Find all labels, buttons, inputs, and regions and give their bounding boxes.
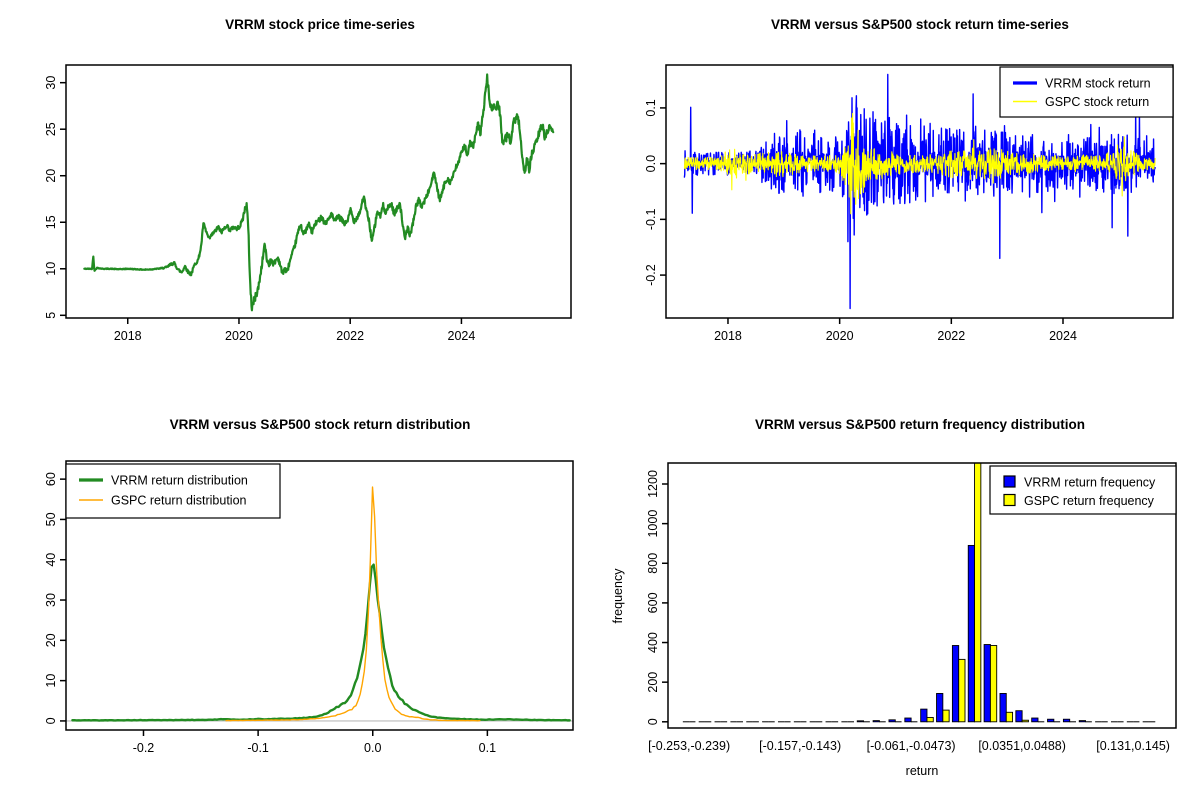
panel-price-timeseries: VRRM stock price time-series 2018 2020 202… [0,0,600,400]
svg-text:2018: 2018 [114,329,142,343]
svg-text:1000: 1000 [646,510,660,538]
panel-return-timeseries: VRRM versus S&P500 stock return time-ser… [600,0,1200,400]
panel-return-frequency: VRRM versus S&P500 return frequency dist… [600,400,1200,800]
svg-text:GSPC return distribution: GSPC return distribution [111,494,247,508]
svg-text:[0.131,0.145): [0.131,0.145) [1096,739,1170,753]
svg-text:0.1: 0.1 [644,99,658,116]
series-gspc-stock-return [683,112,1156,215]
svg-text:GSPC stock return: GSPC stock return [1045,95,1149,109]
svg-text:2020: 2020 [826,329,854,343]
svg-text:40: 40 [44,553,58,567]
svg-text:200: 200 [646,672,660,693]
svg-text:20: 20 [44,633,58,647]
svg-text:[-0.061,-0.0473): [-0.061,-0.0473) [867,739,956,753]
svg-text:VRRM return frequency: VRRM return frequency [1024,476,1156,490]
svg-text:0: 0 [646,718,660,725]
svg-text:60: 60 [44,472,58,486]
svg-text:400: 400 [646,632,660,653]
chart-title-freq: VRRM versus S&P500 return frequency dist… [754,417,1086,432]
svg-text:0.0: 0.0 [364,741,381,755]
svg-text:2022: 2022 [937,329,965,343]
svg-text:[-0.253,-0.239): [-0.253,-0.239) [648,739,730,753]
legend: VRRM return frequency GSPC return frequen… [989,465,1177,515]
price-timeseries-chart: 2018 2020 2022 2024 5 10 15 20 25 30 [44,64,572,343]
plot-box [65,460,574,731]
svg-text:10: 10 [44,262,58,276]
x-axis: -0.2 -0.1 0.0 0.1 [133,730,496,755]
x-axis: 2018 2020 2022 2024 [714,318,1077,343]
svg-text:25: 25 [44,122,58,136]
chart-title-returns: VRRM versus S&P500 stock return time-ser… [771,17,1069,32]
svg-text:30: 30 [44,76,58,90]
panel-return-distribution: VRRM versus S&P500 stock return distribu… [0,400,600,800]
y-axis: -0.2 -0.1 0.0 0.1 [644,99,666,286]
svg-text:10: 10 [44,674,58,688]
y-axis: 0 200 400 600 800 1000 1200 [646,470,668,725]
legend: VRRM return distribution GSPC return dist… [65,463,281,519]
svg-text:800: 800 [646,553,660,574]
svg-text:2022: 2022 [336,329,364,343]
svg-text:0.1: 0.1 [479,741,496,755]
legend-swatch-gspc-return-frequency [1003,493,1016,507]
histogram-bars [682,463,1156,723]
svg-text:-0.1: -0.1 [644,209,658,231]
y-axis: 0 10 20 30 40 50 60 [44,472,66,724]
svg-text:600: 600 [646,592,660,613]
svg-text:2018: 2018 [714,329,742,343]
y-axis: 5 10 15 20 25 30 [44,76,66,319]
svg-text:-0.2: -0.2 [644,264,658,286]
chart-title-price: VRRM stock price time-series [225,17,415,32]
return-timeseries-chart: 2018 2020 2022 2024 -0.2 -0.1 0.0 0.1 VRRM stock… [644,64,1174,343]
x-axis: 2018 2020 2022 2024 [114,318,476,343]
svg-text:5: 5 [44,312,58,319]
svg-text:20: 20 [44,169,58,183]
legend-swatch-vrrm-return-frequency [1003,475,1016,488]
svg-text:-0.1: -0.1 [247,741,269,755]
svg-text:[0.0351,0.0488): [0.0351,0.0488) [978,739,1066,753]
svg-text:50: 50 [44,512,58,526]
series-vrrm-return-frequency [682,544,1149,723]
svg-text:2024: 2024 [448,329,476,343]
legend: VRRM stock return GSPC stock return [999,66,1174,118]
return-distribution-chart: -0.2 -0.1 0.0 0.1 0 10 20 30 40 50 60 VRRM return d… [44,460,574,755]
x-axis-label-return: return [905,764,939,778]
svg-text:2024: 2024 [1049,329,1077,343]
plot-box [665,64,1174,319]
series-gspc-return-distribution [225,486,481,722]
svg-text:0: 0 [44,717,58,724]
x-axis: [-0.253,-0.239) [-0.157,-0.143) [-0.061,-0… [648,739,1170,753]
svg-text:[-0.157,-0.143): [-0.157,-0.143) [759,739,841,753]
svg-text:-0.2: -0.2 [133,741,155,755]
series-vrrm-stock-price [83,73,555,312]
svg-text:0.0: 0.0 [644,155,658,172]
series-gspc-return-frequency [689,463,1156,723]
svg-text:VRRM return distribution: VRRM return distribution [111,474,248,488]
svg-text:GSPC return frequency: GSPC return frequency [1024,494,1155,508]
svg-text:30: 30 [44,593,58,607]
svg-text:15: 15 [44,215,58,229]
chart-title-density: VRRM versus S&P500 stock return distribu… [169,417,471,432]
series-vrrm-return-distribution [71,563,571,722]
svg-text:2020: 2020 [225,329,253,343]
svg-text:VRRM stock return: VRRM stock return [1045,77,1151,91]
svg-text:1200: 1200 [646,470,660,498]
plot-box [667,462,1177,729]
plot-box [65,64,572,319]
